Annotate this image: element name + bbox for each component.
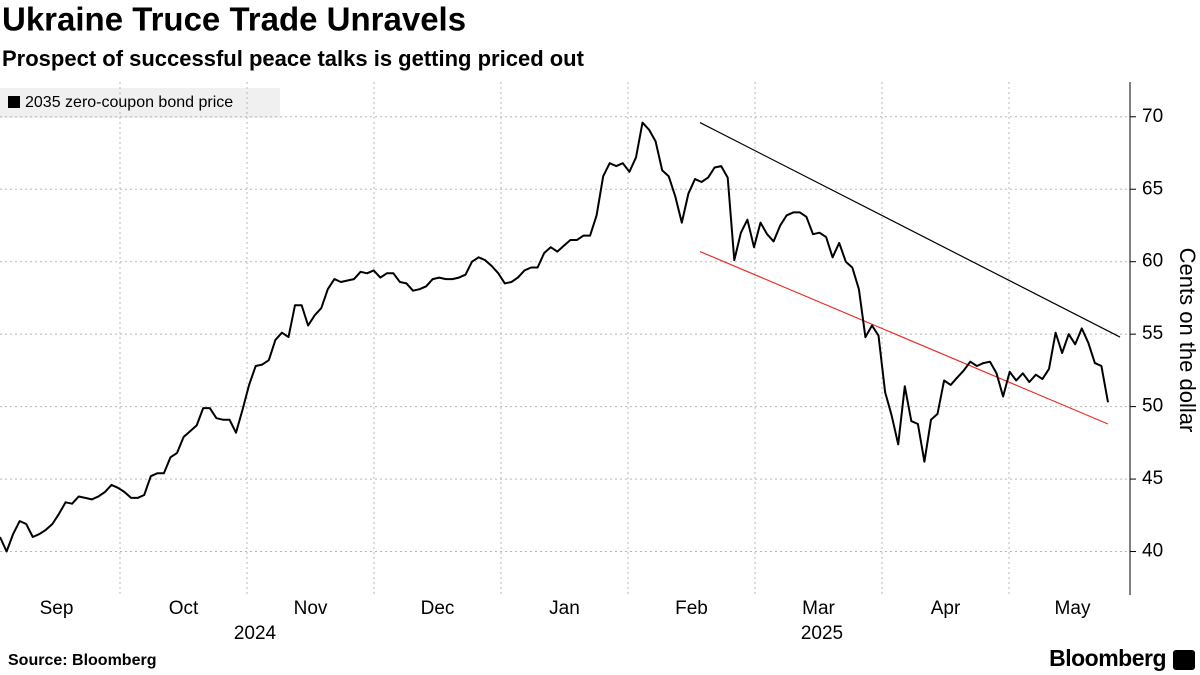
- x-tick-label: Nov: [294, 598, 328, 619]
- x-tick-label: Apr: [931, 598, 961, 619]
- x-tick-label: May: [1055, 598, 1091, 619]
- chart-subtitle: Prospect of successful peace talks is ge…: [2, 46, 585, 71]
- y-tick-label: 45: [1142, 468, 1163, 489]
- x-tick-label: Feb: [675, 598, 708, 619]
- x-tick-label: Dec: [421, 598, 455, 619]
- trend-line: [699, 122, 1121, 338]
- y-tick-label: 70: [1142, 106, 1163, 127]
- year-label: 2024: [234, 623, 277, 644]
- legend-box: [0, 88, 280, 118]
- y-tick-label: 40: [1142, 541, 1163, 562]
- y-tick-label: 65: [1142, 178, 1163, 199]
- y-tick-label: 50: [1142, 396, 1163, 417]
- year-label: 2025: [801, 623, 843, 644]
- y-tick-label: 60: [1142, 251, 1163, 272]
- legend-swatch: [8, 96, 20, 108]
- legend-label: 2035 zero-coupon bond price: [25, 94, 233, 111]
- logo: Bloomberg: [1049, 645, 1166, 671]
- trend-line: [699, 250, 1109, 425]
- chart-title: Ukraine Truce Trade Unravels: [2, 1, 466, 38]
- x-tick-label: Oct: [169, 598, 199, 619]
- y-tick-label: 55: [1142, 323, 1163, 344]
- series-line: [0, 121, 1109, 553]
- x-tick-label: Mar: [802, 598, 835, 619]
- y-axis-label: Cents on the dollar: [1175, 248, 1200, 433]
- x-tick-label: Sep: [40, 598, 74, 619]
- logo-icon: [1173, 650, 1195, 670]
- x-tick-label: Jan: [549, 598, 580, 619]
- source: Source: Bloomberg: [8, 652, 156, 669]
